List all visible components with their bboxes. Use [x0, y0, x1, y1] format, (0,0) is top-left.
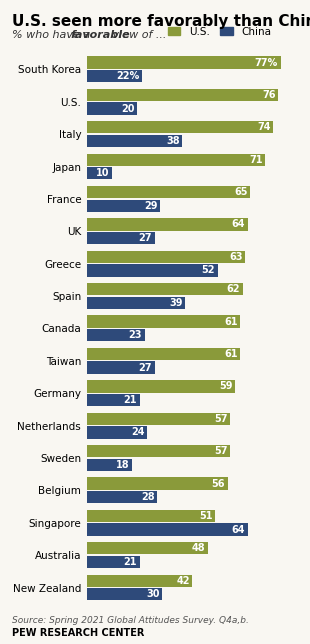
Bar: [87, 413, 230, 425]
Bar: [87, 218, 248, 231]
Bar: [87, 153, 265, 166]
Bar: [87, 135, 182, 147]
Text: view of ...: view of ...: [109, 30, 166, 40]
Text: 64: 64: [232, 220, 245, 229]
Text: 21: 21: [124, 395, 137, 405]
Bar: [87, 297, 185, 309]
Text: U.S. seen more favorably than China: U.S. seen more favorably than China: [12, 14, 310, 29]
Text: 61: 61: [224, 349, 238, 359]
Text: 77%: 77%: [255, 57, 278, 68]
Bar: [87, 588, 162, 600]
Text: 27: 27: [139, 363, 152, 373]
Text: Source: Spring 2021 Global Attitudes Survey. Q4a,b.: Source: Spring 2021 Global Attitudes Sur…: [12, 616, 249, 625]
Bar: [87, 380, 235, 393]
Bar: [87, 186, 250, 198]
Legend: U.S., China: U.S., China: [164, 23, 275, 41]
Bar: [87, 200, 160, 212]
Bar: [87, 542, 208, 554]
Bar: [87, 459, 132, 471]
Text: 39: 39: [169, 298, 182, 308]
Text: 57: 57: [214, 414, 228, 424]
Text: 57: 57: [214, 446, 228, 456]
Bar: [87, 524, 248, 536]
Bar: [87, 89, 278, 101]
Text: 63: 63: [229, 252, 243, 262]
Bar: [87, 102, 137, 115]
Bar: [87, 70, 142, 82]
Text: 30: 30: [146, 589, 160, 600]
Bar: [87, 283, 243, 296]
Bar: [87, 491, 157, 504]
Text: 56: 56: [212, 478, 225, 489]
Bar: [87, 121, 273, 133]
Text: 23: 23: [129, 330, 142, 340]
Text: 59: 59: [219, 381, 233, 392]
Text: 10: 10: [96, 168, 109, 178]
Bar: [87, 574, 193, 587]
Text: 28: 28: [141, 492, 155, 502]
Text: 51: 51: [199, 511, 213, 521]
Text: 65: 65: [234, 187, 248, 197]
Text: 24: 24: [131, 428, 145, 437]
Bar: [87, 556, 140, 568]
Text: 71: 71: [250, 155, 263, 165]
Bar: [87, 57, 281, 69]
Text: 64: 64: [232, 525, 245, 535]
Text: 76: 76: [262, 90, 276, 100]
Text: 62: 62: [227, 284, 240, 294]
Text: % who have a: % who have a: [12, 30, 94, 40]
Text: 27: 27: [139, 233, 152, 243]
Text: 21: 21: [124, 557, 137, 567]
Bar: [87, 510, 215, 522]
Bar: [87, 232, 155, 244]
Text: 29: 29: [144, 201, 157, 211]
Text: 38: 38: [166, 136, 180, 146]
Bar: [87, 316, 240, 328]
Bar: [87, 264, 218, 277]
Bar: [87, 329, 145, 341]
Bar: [87, 348, 240, 360]
Bar: [87, 251, 245, 263]
Text: favorable: favorable: [71, 30, 130, 40]
Text: 20: 20: [121, 104, 135, 113]
Bar: [87, 394, 140, 406]
Bar: [87, 445, 230, 457]
Bar: [87, 167, 112, 180]
Text: 52: 52: [202, 265, 215, 276]
Bar: [87, 477, 228, 489]
Text: 18: 18: [116, 460, 130, 469]
Text: 61: 61: [224, 317, 238, 327]
Bar: [87, 361, 155, 374]
Bar: [87, 426, 147, 439]
Text: PEW RESEARCH CENTER: PEW RESEARCH CENTER: [12, 627, 145, 638]
Text: 48: 48: [192, 544, 205, 553]
Text: 42: 42: [176, 576, 190, 586]
Text: 74: 74: [257, 122, 271, 132]
Text: 22%: 22%: [116, 71, 140, 81]
